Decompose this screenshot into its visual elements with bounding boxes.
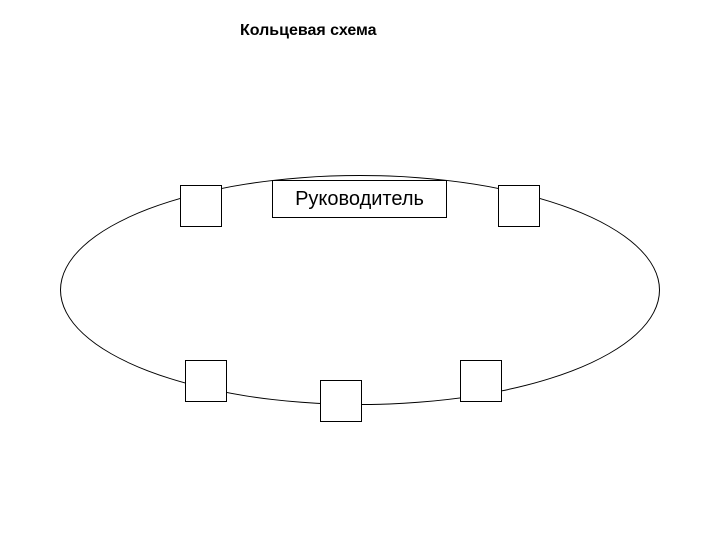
node-top-right: [498, 185, 540, 227]
node-leader-label: Руководитель: [295, 188, 424, 211]
node-bot-right: [460, 360, 502, 402]
node-leader: Руководитель: [272, 180, 447, 218]
diagram-canvas: Кольцевая схема Руководитель: [0, 0, 720, 540]
diagram-title: Кольцевая схема: [240, 22, 377, 40]
node-bot-left: [185, 360, 227, 402]
node-top-left: [180, 185, 222, 227]
node-bot-center: [320, 380, 362, 422]
